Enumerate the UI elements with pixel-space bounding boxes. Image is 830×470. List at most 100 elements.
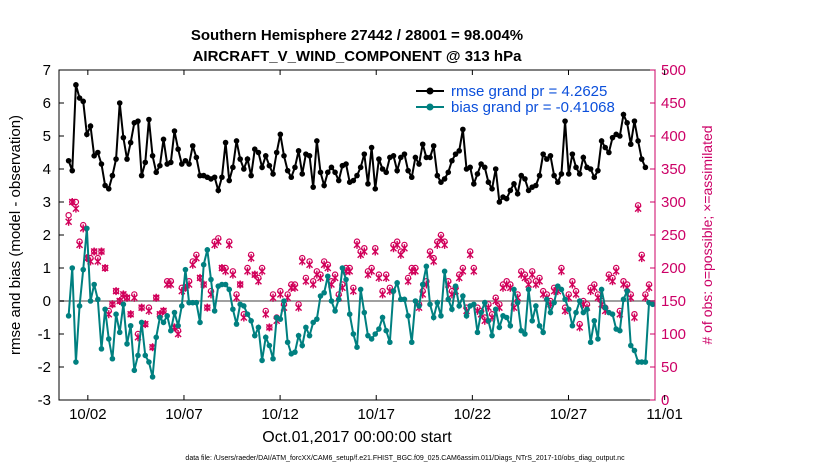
bias-point [631, 347, 638, 354]
obs-assimilated-point [174, 330, 182, 338]
y-tick-label: 3 [43, 194, 51, 211]
bias-point [434, 299, 441, 306]
bias-point [171, 309, 178, 316]
obs-assimilated-point [557, 267, 565, 276]
bias-point [529, 318, 536, 324]
obs-assimilated-point [371, 247, 379, 256]
rmse-point [69, 167, 76, 174]
rmse-point [507, 187, 514, 194]
y-tick-label: -1 [38, 326, 51, 343]
rmse-point [547, 153, 554, 159]
bias-point [456, 303, 463, 309]
y-right-tick-label: 0 [661, 392, 669, 409]
bias-point [142, 352, 149, 359]
obs-assimilated-point [247, 254, 255, 263]
bias-point [233, 321, 240, 327]
obs-assimilated-point [492, 297, 500, 305]
rmse-point [153, 169, 160, 176]
x-tick-label: 10/17 [357, 406, 395, 423]
rmse-point [361, 151, 368, 157]
bias-point [160, 319, 167, 326]
bias-point [332, 308, 338, 314]
bias-point [481, 299, 488, 306]
rmse-point [398, 154, 404, 161]
bias-point [113, 311, 119, 318]
rmse-point [266, 162, 273, 169]
legend-rmse-marker [426, 87, 434, 95]
obs-assimilated-point [306, 260, 314, 269]
bias-point [419, 281, 426, 288]
rmse-point [401, 151, 408, 157]
obs-assimilated-point [112, 287, 120, 296]
bias-point [200, 261, 207, 268]
rmse-point [452, 151, 459, 157]
rmse-point [562, 118, 568, 124]
rmse-point [595, 167, 601, 174]
obs-assimilated-point [645, 283, 653, 292]
bias-point [335, 296, 342, 303]
series-layer [65, 82, 656, 380]
rmse-point [306, 153, 313, 159]
bias-point [452, 283, 459, 289]
obs-assimilated-point [641, 293, 649, 302]
obs-assimilated-point [360, 247, 368, 256]
rmse-point [87, 123, 94, 129]
bias-point [471, 301, 477, 308]
rmse-point [273, 149, 280, 156]
obs-assimilated-point [426, 250, 434, 259]
rmse-point [248, 172, 254, 179]
obs-assimilated-point [145, 306, 153, 315]
rmse-point [193, 154, 200, 161]
rmse-point [138, 172, 145, 179]
obs-assimilated-point [630, 313, 638, 322]
bias-point [149, 374, 156, 380]
y-tick-label: -2 [38, 359, 51, 376]
obs-assimilated-point [291, 283, 299, 292]
bias-point [598, 286, 605, 293]
bias-point [554, 283, 561, 289]
bias-point [642, 359, 649, 365]
bias-point [204, 247, 211, 253]
obs-assimilated-point [346, 267, 354, 276]
rmse-point [270, 171, 276, 177]
y-tick-label: 4 [43, 161, 51, 178]
bias-point [587, 339, 594, 346]
rmse-point [485, 179, 492, 185]
rmse-point [157, 162, 163, 169]
bias-point [127, 322, 134, 329]
rmse-point [602, 144, 609, 151]
bias-point [562, 296, 568, 303]
bias-point [365, 332, 371, 339]
bias-point [405, 313, 411, 319]
bias-point [292, 349, 298, 355]
y-tick-label: 6 [43, 95, 51, 112]
obs-possible-point [65, 211, 72, 219]
bias-point [617, 327, 623, 334]
chart-title: Southern Hemisphere 27442 / 28001 = 98.0… [191, 27, 523, 44]
obs-assimilated-point [203, 303, 211, 312]
bias-point [266, 342, 273, 349]
bias-point [478, 309, 484, 316]
bias-point [620, 296, 627, 303]
rmse-point [492, 166, 499, 172]
bias-point [522, 331, 528, 337]
rmse-point [598, 138, 605, 144]
obs-assimilated-point [68, 198, 76, 206]
rmse-point [222, 139, 229, 146]
rmse-point [255, 149, 262, 156]
rmse-point [233, 138, 240, 144]
obs-assimilated-point [455, 273, 463, 282]
bias-point [284, 339, 291, 346]
y-axis-label: rmse and bias (model - observation) [7, 115, 24, 355]
bias-point [321, 289, 327, 296]
rmse-point [332, 169, 338, 176]
bias-point [573, 309, 579, 316]
rmse-point [569, 151, 576, 157]
rmse-point [84, 131, 90, 138]
y-right-tick-label: 450 [661, 95, 686, 112]
rmse-point [416, 161, 422, 167]
y-tick-label: 0 [43, 293, 51, 310]
bias-point [474, 329, 481, 336]
rmse-point [116, 100, 123, 106]
